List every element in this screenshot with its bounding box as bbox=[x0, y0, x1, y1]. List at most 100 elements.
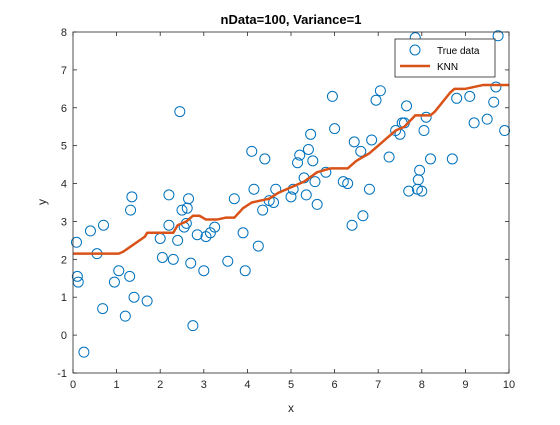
y-tick-label: 0 bbox=[61, 330, 67, 342]
x-tick-label: 1 bbox=[114, 379, 120, 391]
data-point bbox=[311, 198, 323, 210]
data-point bbox=[366, 134, 378, 146]
x-tick-label: 10 bbox=[503, 379, 515, 391]
data-point bbox=[97, 303, 109, 315]
legend-label-true-data: True data bbox=[437, 46, 480, 57]
data-point bbox=[420, 111, 432, 123]
chart-title: nData=100, Variance=1 bbox=[221, 12, 362, 27]
data-point bbox=[357, 210, 369, 222]
data-point bbox=[248, 183, 260, 195]
data-point bbox=[222, 255, 234, 267]
data-point bbox=[252, 240, 264, 252]
data-point bbox=[307, 155, 319, 167]
x-tick-label: 5 bbox=[288, 379, 294, 391]
data-point bbox=[414, 164, 426, 176]
data-point bbox=[285, 191, 297, 203]
data-point bbox=[108, 276, 120, 288]
data-point bbox=[302, 143, 314, 155]
x-tick-label: 8 bbox=[419, 379, 425, 391]
data-point bbox=[370, 94, 382, 106]
legend-marker-true-data bbox=[409, 44, 421, 56]
y-axis-label: y bbox=[35, 199, 49, 205]
y-tick-label: 3 bbox=[61, 216, 67, 228]
data-point bbox=[401, 100, 413, 112]
data-point bbox=[71, 270, 83, 282]
data-point bbox=[70, 236, 82, 248]
data-point bbox=[294, 149, 306, 161]
data-point bbox=[167, 253, 179, 265]
data-point bbox=[239, 265, 251, 277]
data-point bbox=[363, 183, 375, 195]
data-point bbox=[98, 219, 110, 231]
x-tick-label: 4 bbox=[244, 379, 250, 391]
data-point bbox=[191, 229, 203, 241]
data-point bbox=[488, 96, 500, 108]
data-point bbox=[490, 81, 502, 93]
y-tick-label: 8 bbox=[61, 27, 67, 39]
data-point bbox=[228, 193, 240, 205]
y-tick-label: 4 bbox=[61, 179, 67, 191]
x-tick-label: 6 bbox=[332, 379, 338, 391]
data-point bbox=[176, 204, 188, 216]
data-point bbox=[383, 151, 395, 163]
data-point bbox=[403, 185, 415, 197]
data-point bbox=[326, 90, 338, 102]
x-tick-label: 9 bbox=[462, 379, 468, 391]
data-point bbox=[425, 153, 437, 165]
data-point bbox=[468, 117, 480, 129]
data-point bbox=[84, 225, 96, 237]
data-point bbox=[342, 178, 354, 190]
x-axis-label: x bbox=[288, 401, 294, 415]
data-point bbox=[124, 270, 136, 282]
legend: True data KNN bbox=[394, 38, 496, 78]
y-tick-label: 6 bbox=[61, 103, 67, 115]
x-tick-label: 0 bbox=[70, 379, 76, 391]
data-point bbox=[119, 310, 131, 322]
data-point bbox=[172, 234, 184, 246]
y-tick-label: 5 bbox=[61, 141, 67, 153]
data-point bbox=[348, 136, 360, 148]
data-point bbox=[259, 153, 271, 165]
data-point bbox=[128, 291, 140, 303]
data-point bbox=[78, 346, 90, 358]
data-point bbox=[246, 145, 258, 157]
data-point bbox=[418, 125, 430, 137]
data-point bbox=[187, 320, 199, 332]
data-point bbox=[481, 113, 493, 125]
x-tick-label: 3 bbox=[201, 379, 207, 391]
data-point bbox=[204, 227, 216, 239]
legend-box bbox=[394, 38, 496, 78]
data-point bbox=[300, 189, 312, 201]
data-point bbox=[446, 153, 458, 165]
data-point bbox=[209, 221, 221, 233]
plot-data bbox=[70, 30, 511, 358]
data-point bbox=[126, 191, 138, 203]
legend-label-knn: KNN bbox=[437, 62, 458, 73]
data-point bbox=[163, 189, 175, 201]
data-point bbox=[185, 257, 197, 269]
data-point bbox=[156, 251, 168, 263]
data-point bbox=[374, 85, 386, 97]
data-point bbox=[268, 197, 280, 208]
data-point bbox=[309, 176, 321, 188]
data-point bbox=[257, 204, 269, 216]
data-point bbox=[174, 106, 186, 118]
data-point bbox=[198, 265, 210, 277]
data-point bbox=[183, 193, 195, 205]
data-point bbox=[451, 92, 463, 104]
data-point bbox=[305, 128, 317, 140]
x-tick-label: 7 bbox=[375, 379, 381, 391]
data-point bbox=[499, 125, 511, 137]
data-point bbox=[492, 30, 504, 42]
data-point bbox=[292, 157, 304, 169]
knn-series-line bbox=[73, 83, 509, 255]
data-point bbox=[237, 227, 249, 239]
y-tick-label: 2 bbox=[61, 254, 67, 266]
y-tick-label: 1 bbox=[61, 292, 67, 304]
data-point bbox=[141, 295, 153, 307]
data-point bbox=[346, 219, 358, 231]
y-tick-label: -1 bbox=[57, 368, 67, 380]
